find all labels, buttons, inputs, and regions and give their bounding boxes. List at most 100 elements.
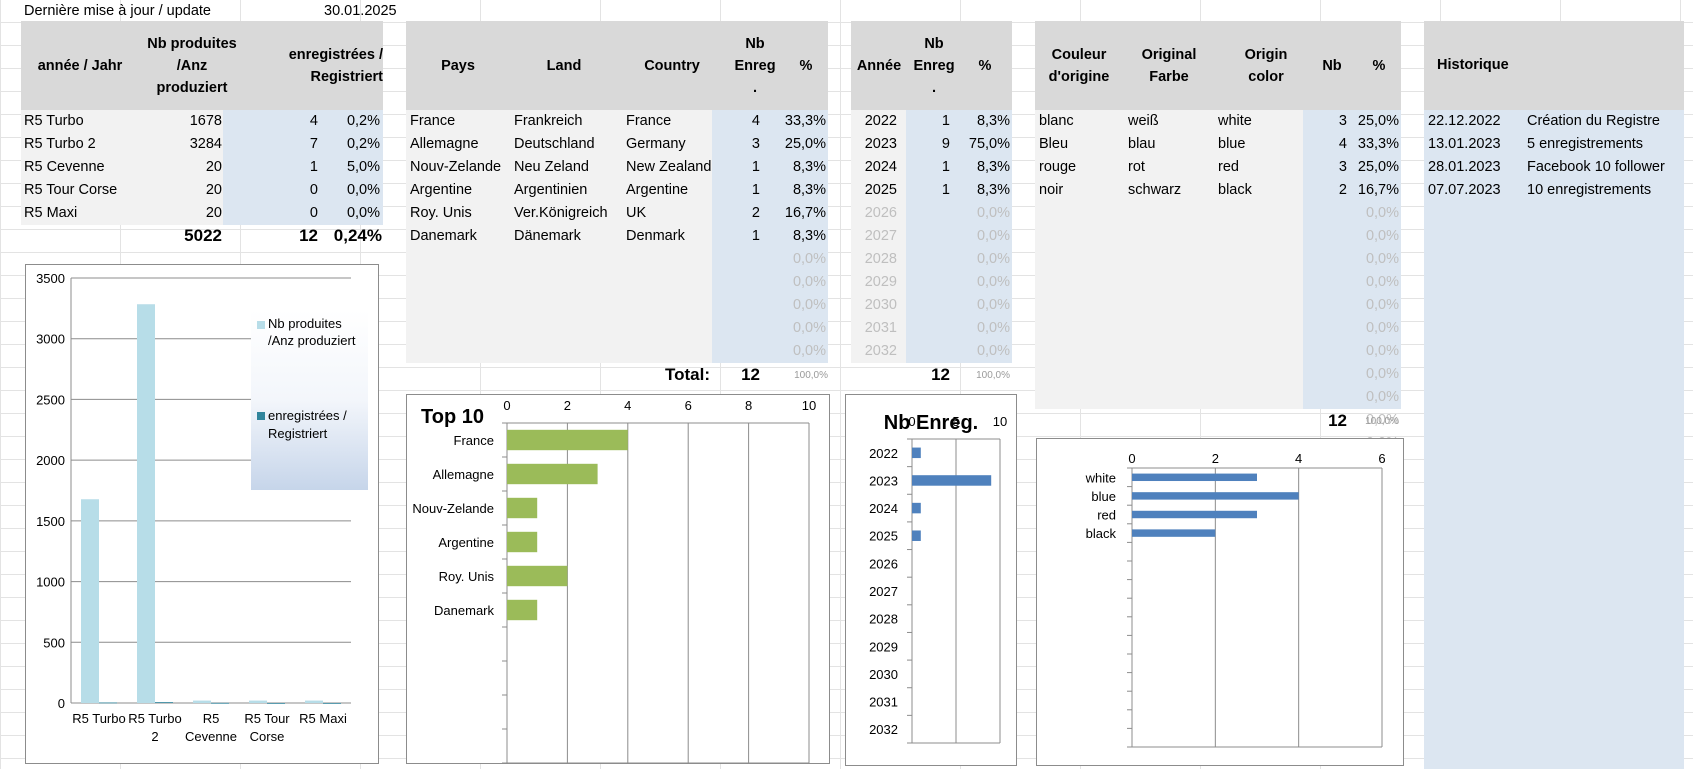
color-empty-pct: 0,0%	[1365, 412, 1399, 428]
history-date: 22.12.2022	[1428, 113, 1501, 129]
chart-years: Nb Enreg. 0 5 10 2022 2023 2024 2025 2026 2027 202…	[845, 394, 1017, 766]
x-tick-label: 2	[564, 398, 571, 413]
models-header-year: année / Jahr	[37, 57, 123, 74]
y-tick-label: Nouv-Zelande	[412, 501, 494, 516]
y-tick-label: 1500	[36, 514, 65, 529]
countries-header-pct: %	[799, 57, 813, 74]
bar-registered	[323, 703, 341, 704]
models-blue-band	[223, 110, 383, 225]
y-tick-label: 3500	[36, 271, 65, 286]
y-tick-label: 2030	[869, 667, 898, 682]
year-pct: 8,3%	[976, 159, 1010, 175]
bar	[507, 497, 538, 519]
chart-colors: 0 2 4 6 white blue red black	[1036, 438, 1404, 766]
legend-label-produced: /Anz produziert	[268, 333, 356, 348]
country-name: Denmark	[626, 228, 685, 244]
country-pays: Nouv-Zelande	[410, 159, 502, 175]
chart-colors-svg: 0 2 4 6 white blue red black	[1085, 451, 1386, 748]
legend-label-registered: Registriert	[268, 426, 328, 441]
country-nb: 1	[751, 228, 760, 244]
x-tick-label: 10	[993, 414, 1007, 429]
colors-total: 12	[1328, 411, 1347, 430]
year-label: 2022	[864, 113, 897, 129]
y-tick-label: blue	[1091, 489, 1116, 504]
countries-blue-band	[712, 110, 828, 363]
country-pays: Allemagne	[410, 136, 479, 152]
countries-header: Pays Land Country Nb Enreg . %	[406, 21, 828, 110]
country-empty-pct: 0,0%	[792, 297, 826, 313]
color-empty-pct: 0,0%	[1365, 343, 1399, 359]
model-pct: 0,0%	[346, 182, 380, 198]
legend-swatch-registered	[257, 412, 265, 420]
country-empty-pct: 0,0%	[792, 320, 826, 336]
color-de: blau	[1128, 136, 1156, 152]
year-nb: 1	[941, 159, 950, 175]
year-label: 2031	[864, 320, 897, 336]
bar	[507, 531, 538, 553]
colors-band	[1035, 110, 1303, 409]
x-tick-label: 6	[1378, 451, 1385, 466]
legend-label-produced: Nb produites	[268, 316, 342, 331]
colors-header-pct: %	[1372, 57, 1386, 74]
year-nb	[906, 225, 950, 248]
country-pct: 8,3%	[792, 159, 826, 175]
history-text: 10 enregistrements	[1527, 182, 1652, 198]
colors-header-nb: Nb	[1322, 57, 1342, 74]
history-header-label: Historique	[1437, 57, 1509, 73]
years-header: Année Nb Enreg . %	[851, 21, 1012, 110]
color-fr: Bleu	[1039, 136, 1069, 152]
color-empty-pct: 0,0%	[1365, 366, 1399, 382]
model-registered: 7	[309, 136, 318, 152]
x-tick-label: R5 Turbo	[128, 711, 181, 726]
color-empty-pct: 0,0%	[1365, 228, 1399, 244]
countries-header-pays: Pays	[441, 57, 475, 74]
country-pct: 33,3%	[784, 113, 826, 129]
x-tick-label: 10	[802, 398, 816, 413]
model-pct: 0,2%	[346, 136, 380, 152]
y-tick-label: France	[454, 433, 494, 448]
y-tick-label: Allemagne	[433, 467, 494, 482]
bar	[507, 599, 538, 621]
color-empty-pct: 0,0%	[1365, 297, 1399, 313]
country-land: Frankreich	[514, 113, 583, 129]
model-registered: 0	[309, 182, 318, 198]
bar	[1132, 529, 1216, 537]
x-tick-label: 6	[685, 398, 692, 413]
country-land: Dänemark	[514, 228, 581, 244]
y-tick-label: 1000	[36, 575, 65, 590]
history-text: Création du Registre	[1527, 113, 1660, 129]
model-pct: 0,0%	[346, 205, 380, 221]
models-total-pct: 0,24%	[333, 226, 382, 245]
color-fr: blanc	[1039, 113, 1074, 129]
countries-total: 12	[741, 365, 760, 384]
history-date: 07.07.2023	[1428, 182, 1501, 198]
chart-title: Nb Enreg.	[884, 412, 978, 434]
x-tick-label: 4	[624, 398, 631, 413]
bar-produced	[81, 499, 99, 703]
y-tick-label: 2022	[869, 446, 898, 461]
countries-band	[406, 110, 712, 363]
year-pct: 0,0%	[976, 320, 1010, 336]
y-tick-label: 2027	[869, 584, 898, 599]
bar	[507, 429, 628, 451]
chart-years-svg: Nb Enreg.0 5 10 2022 2023 2024 2025 2026 2027 202…	[869, 412, 1007, 744]
bar-produced	[193, 700, 211, 703]
colors-header-fr: Couleur d'origine	[1048, 46, 1110, 85]
country-nb: 3	[751, 136, 760, 152]
countries-total-label: Total:	[664, 365, 710, 384]
year-nb	[906, 271, 950, 294]
color-de: schwarz	[1128, 182, 1182, 198]
color-nb: 3	[1338, 159, 1347, 175]
year-label: 2024	[864, 159, 897, 175]
y-tick-label: 0	[58, 696, 65, 711]
y-tick-label: Argentine	[438, 535, 494, 550]
y-tick-label: red	[1097, 508, 1116, 523]
bar-registered	[155, 702, 173, 703]
model-produced: 1678	[189, 113, 222, 129]
model-pct: 0,2%	[346, 113, 380, 129]
year-pct: 8,3%	[976, 182, 1010, 198]
country-pct: 8,3%	[792, 182, 826, 198]
bar	[1132, 510, 1257, 519]
colors-total-pct: 100,0%	[1365, 416, 1399, 427]
x-tick-label: Corse	[250, 729, 285, 744]
